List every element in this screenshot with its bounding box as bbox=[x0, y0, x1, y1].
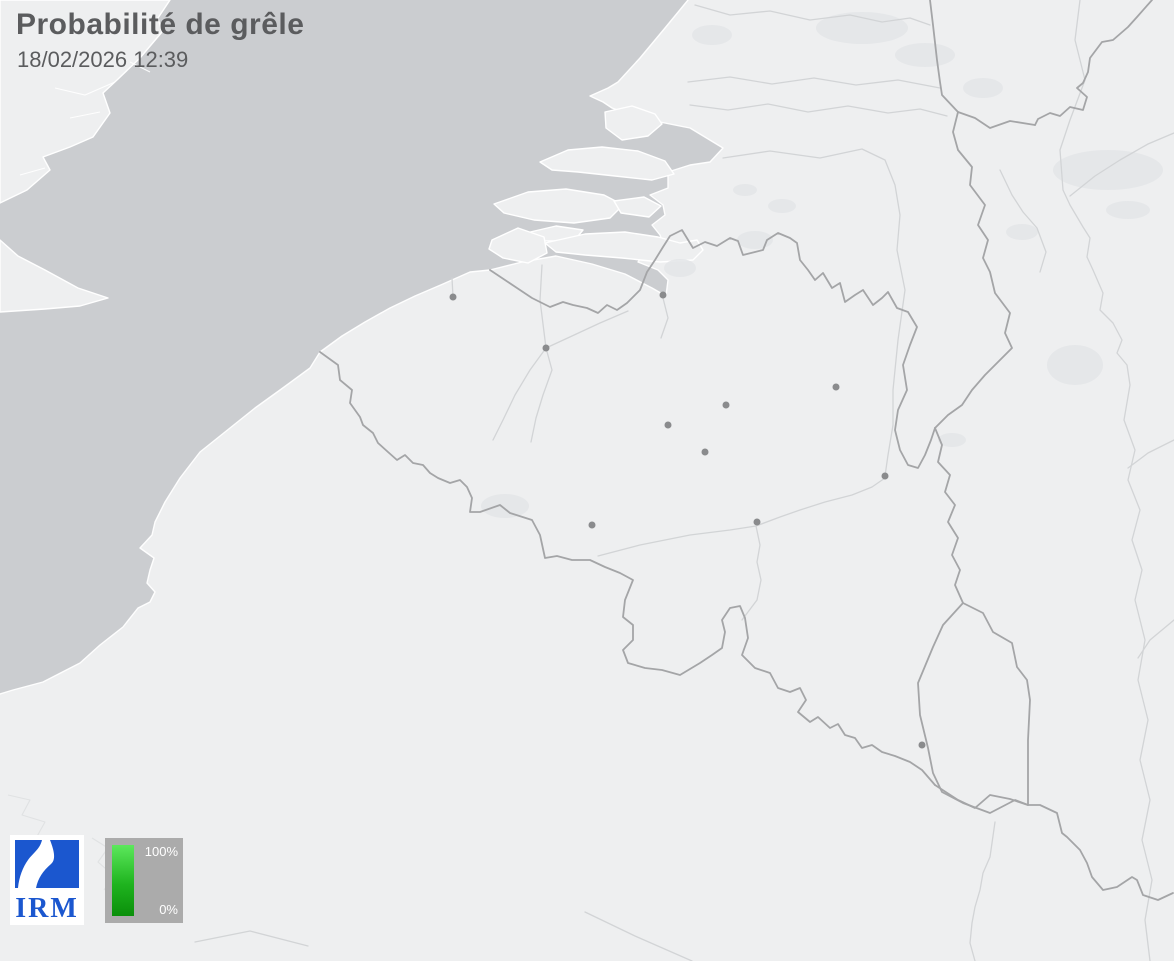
city-dot bbox=[701, 448, 709, 456]
city-dot bbox=[664, 421, 672, 429]
legend-gradient-bar bbox=[112, 845, 134, 916]
city-markers bbox=[449, 291, 926, 749]
sea bbox=[0, 0, 723, 694]
urban-areas bbox=[481, 12, 1163, 518]
city-dot bbox=[832, 383, 840, 391]
page-title: Probabilité de grêle bbox=[16, 8, 305, 41]
city-dot bbox=[753, 518, 761, 526]
england bbox=[0, 0, 171, 313]
city-dot bbox=[542, 344, 550, 352]
legend-max-label: 100% bbox=[144, 844, 178, 859]
city-dot bbox=[881, 472, 889, 480]
country-borders bbox=[319, 0, 1174, 901]
city-dot bbox=[918, 741, 926, 749]
city-dot bbox=[722, 401, 730, 409]
irm-logo: IRM bbox=[10, 835, 84, 925]
legend-min-label: 0% bbox=[159, 902, 178, 917]
rivers bbox=[194, 0, 1174, 961]
delta-islands bbox=[488, 105, 704, 264]
map-datetime: 18/02/2026 12:39 bbox=[17, 47, 189, 72]
city-dot bbox=[659, 291, 667, 299]
irm-logo-text: IRM bbox=[15, 893, 79, 924]
city-dot bbox=[588, 521, 596, 529]
probability-legend: 100% 0% bbox=[105, 838, 183, 923]
irm-logo-icon bbox=[15, 840, 79, 888]
city-dot bbox=[449, 293, 457, 301]
